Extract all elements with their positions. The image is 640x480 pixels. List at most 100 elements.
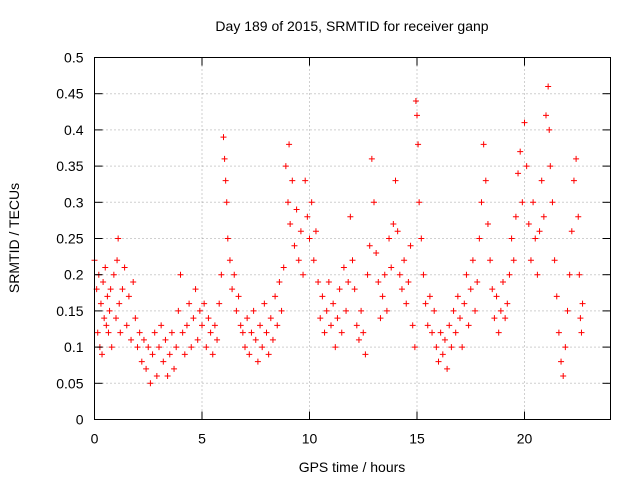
data-point [371, 199, 377, 206]
data-point [512, 213, 519, 220]
data-point [300, 271, 307, 278]
data-point [239, 329, 246, 336]
data-point [207, 329, 214, 336]
data-point [530, 199, 537, 206]
data-point [259, 344, 266, 351]
data-point [336, 286, 343, 293]
data-point [158, 322, 165, 329]
data-point [223, 199, 230, 206]
data-point [573, 155, 580, 162]
data-point [310, 257, 317, 264]
data-point [429, 329, 436, 336]
data-point [242, 344, 248, 351]
data-point [491, 315, 498, 322]
data-point [244, 315, 251, 322]
data-point [523, 163, 530, 170]
data-point [114, 257, 121, 264]
data-point [136, 329, 143, 336]
data-point [183, 322, 190, 329]
data-point [265, 351, 272, 358]
data-point [321, 329, 328, 336]
data-point [497, 307, 504, 314]
data-point [345, 278, 352, 285]
data-point [140, 336, 147, 343]
data-point [173, 344, 180, 351]
x-tick-label: 0 [91, 431, 99, 447]
data-point [405, 278, 412, 285]
data-point [534, 271, 541, 278]
data-point [269, 336, 276, 343]
data-point [222, 177, 229, 184]
x-axis-label: GPS time / hours [299, 459, 406, 475]
data-point [420, 271, 427, 278]
data-point [338, 329, 345, 336]
data-point [422, 300, 429, 307]
data-point [398, 286, 405, 293]
data-point [263, 329, 270, 336]
data-point [362, 351, 369, 358]
data-point [220, 134, 227, 141]
x-tick-label: 15 [409, 431, 425, 447]
data-point [231, 271, 238, 278]
data-point [181, 351, 188, 358]
data-point [166, 351, 173, 358]
data-point [188, 344, 195, 351]
data-point [390, 221, 397, 228]
data-point [115, 235, 122, 242]
data-point [123, 322, 130, 329]
data-point [282, 163, 289, 170]
data-point [147, 380, 154, 387]
data-point [105, 329, 112, 336]
data-point [415, 141, 422, 148]
data-point [540, 213, 547, 220]
data-point [446, 322, 453, 329]
data-point [564, 307, 571, 314]
data-point [532, 235, 539, 242]
data-point [308, 199, 315, 206]
data-point [168, 329, 175, 336]
data-point [465, 322, 472, 329]
data-point [416, 199, 423, 206]
data-point [160, 358, 167, 365]
data-point [224, 235, 231, 242]
y-tick-label: 0.5 [64, 50, 84, 66]
data-point [459, 344, 466, 351]
data-point [566, 271, 573, 278]
data-point [381, 271, 388, 278]
data-point [546, 126, 553, 133]
data-point [577, 315, 584, 322]
data-point [317, 315, 324, 322]
data-point [106, 307, 113, 314]
data-point [349, 257, 356, 264]
data-point [457, 315, 463, 322]
data-point [392, 177, 399, 184]
data-point [171, 365, 178, 372]
data-point [328, 322, 334, 329]
data-point [252, 336, 259, 343]
data-point [510, 257, 517, 264]
data-point [570, 177, 577, 184]
data-point [116, 300, 123, 307]
data-point [237, 322, 244, 329]
data-point [551, 257, 558, 264]
data-point [289, 177, 296, 184]
y-tick-label: 0.45 [56, 86, 83, 102]
data-point [576, 271, 583, 278]
data-point [407, 242, 414, 249]
data-point [267, 315, 274, 322]
data-point [261, 300, 268, 307]
data-point [138, 358, 145, 365]
data-point [418, 235, 425, 242]
data-point [162, 336, 169, 343]
data-point [121, 264, 128, 271]
data-point [366, 242, 373, 249]
data-point [448, 344, 455, 351]
data-point [450, 307, 457, 314]
data-point [558, 358, 565, 365]
data-point [433, 344, 440, 351]
y-tick-label: 0.35 [56, 158, 83, 174]
data-point [278, 307, 285, 314]
data-point [177, 271, 184, 278]
data-point [355, 336, 362, 343]
data-point [287, 221, 294, 228]
